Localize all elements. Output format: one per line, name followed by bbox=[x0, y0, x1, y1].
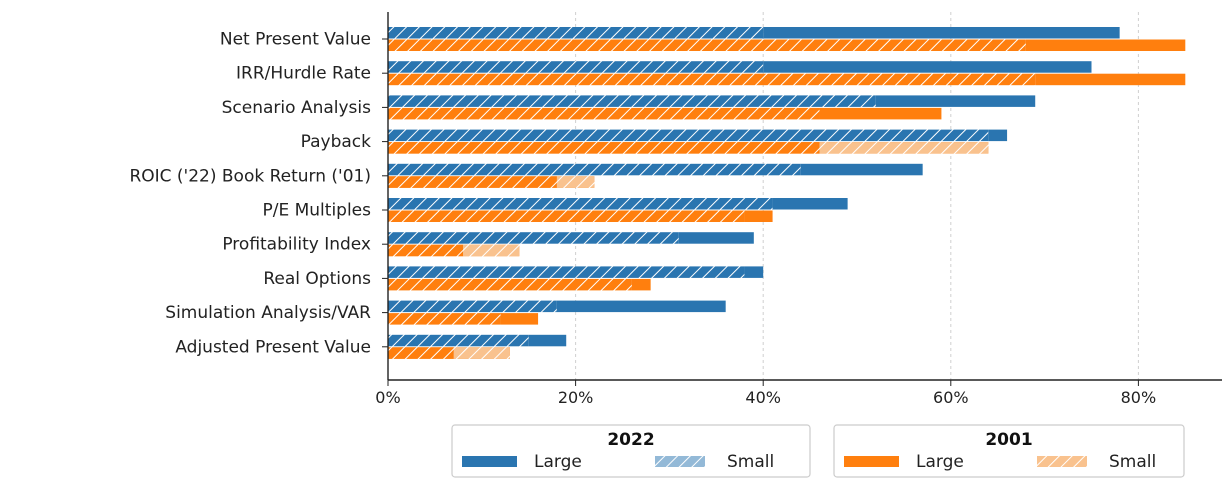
bar-2022-small bbox=[388, 232, 679, 244]
category-label: Adjusted Present Value bbox=[175, 337, 371, 357]
bar-2022-large bbox=[763, 61, 1092, 73]
bar-2001-small-extension bbox=[556, 176, 595, 188]
bar-2022-small bbox=[388, 198, 773, 210]
bar-2001-small bbox=[388, 210, 745, 222]
bars bbox=[388, 27, 1186, 359]
bar-2001-large bbox=[388, 142, 820, 154]
bar-2001-large bbox=[744, 210, 773, 222]
bar-2001-small bbox=[388, 73, 1036, 86]
bar-2022-large bbox=[744, 266, 764, 278]
x-tick-label: 60% bbox=[933, 388, 969, 407]
x-tick-label: 20% bbox=[558, 388, 594, 407]
legend-title: 2001 bbox=[985, 430, 1032, 450]
category-label: ROIC ('22) Book Return ('01) bbox=[129, 166, 371, 186]
x-tick-label: 80% bbox=[1121, 388, 1157, 407]
bar-2001-small bbox=[388, 278, 632, 291]
x-tick-label: 40% bbox=[745, 388, 781, 407]
bar-2022-small bbox=[388, 300, 557, 313]
bar-2022-small bbox=[388, 334, 529, 347]
grid-lines bbox=[575, 12, 1139, 380]
bar-2001-small-extension bbox=[463, 244, 520, 257]
bar-2001-large bbox=[388, 176, 557, 188]
bar-2022-large bbox=[528, 334, 567, 347]
bar-2022-small bbox=[388, 163, 801, 176]
bar-2001-large bbox=[819, 107, 942, 120]
bar-2022-small bbox=[388, 266, 745, 278]
bar-2022-large bbox=[772, 198, 848, 210]
category-label: Profitability Index bbox=[222, 235, 371, 255]
legend-title: 2022 bbox=[607, 430, 654, 450]
legend-swatch-small bbox=[655, 456, 705, 467]
legend-label-large: Large bbox=[534, 452, 582, 472]
category-label: Scenario Analysis bbox=[222, 98, 371, 118]
bar-2022-large bbox=[556, 300, 726, 313]
bar-2001-large bbox=[500, 313, 539, 325]
bar-2022-large bbox=[763, 27, 1120, 39]
bar-2001-large bbox=[388, 347, 454, 359]
legend-label-large: Large bbox=[916, 452, 964, 472]
axes: Net Present Value IRR/Hurdle Rate Scenario… bbox=[129, 12, 1222, 407]
category-label: Net Present Value bbox=[220, 30, 371, 50]
bar-2022-large bbox=[875, 95, 1036, 107]
category-label: Simulation Analysis/VAR bbox=[165, 303, 371, 323]
legend: 2022 Large Small 2001 Large Small bbox=[451, 424, 1185, 478]
bar-2001-large bbox=[1035, 73, 1186, 86]
bar-2022-large bbox=[988, 129, 1008, 142]
bar-2022-large bbox=[678, 232, 754, 244]
category-label: Real Options bbox=[263, 269, 371, 289]
bar-2001-large bbox=[631, 278, 651, 291]
category-label: P/E Multiples bbox=[262, 201, 371, 221]
bar-2022-small bbox=[388, 129, 989, 142]
legend-label-small: Small bbox=[727, 452, 774, 472]
bar-2001-small bbox=[388, 313, 501, 325]
bar-2001-small-extension bbox=[453, 347, 510, 359]
bar-2001-small-extension bbox=[819, 142, 989, 154]
legend-label-small: Small bbox=[1109, 452, 1156, 472]
category-label: IRR/Hurdle Rate bbox=[236, 64, 371, 84]
bar-2001-small bbox=[388, 39, 1026, 51]
bar-2022-large bbox=[800, 163, 923, 176]
bar-2001-large bbox=[1025, 39, 1186, 51]
bar-2001-small bbox=[388, 107, 820, 120]
legend-swatch-large bbox=[462, 456, 517, 467]
legend-swatch-small bbox=[1037, 456, 1087, 467]
x-tick-label: 0% bbox=[375, 388, 400, 407]
bar-2001-large bbox=[388, 244, 464, 257]
category-label: Payback bbox=[301, 132, 372, 152]
bar-2022-small bbox=[388, 27, 764, 39]
legend-swatch-large bbox=[844, 456, 899, 467]
bar-2022-small bbox=[388, 61, 764, 73]
legend-box bbox=[451, 424, 811, 478]
legend-box bbox=[833, 424, 1185, 478]
bar-2022-small bbox=[388, 95, 876, 107]
